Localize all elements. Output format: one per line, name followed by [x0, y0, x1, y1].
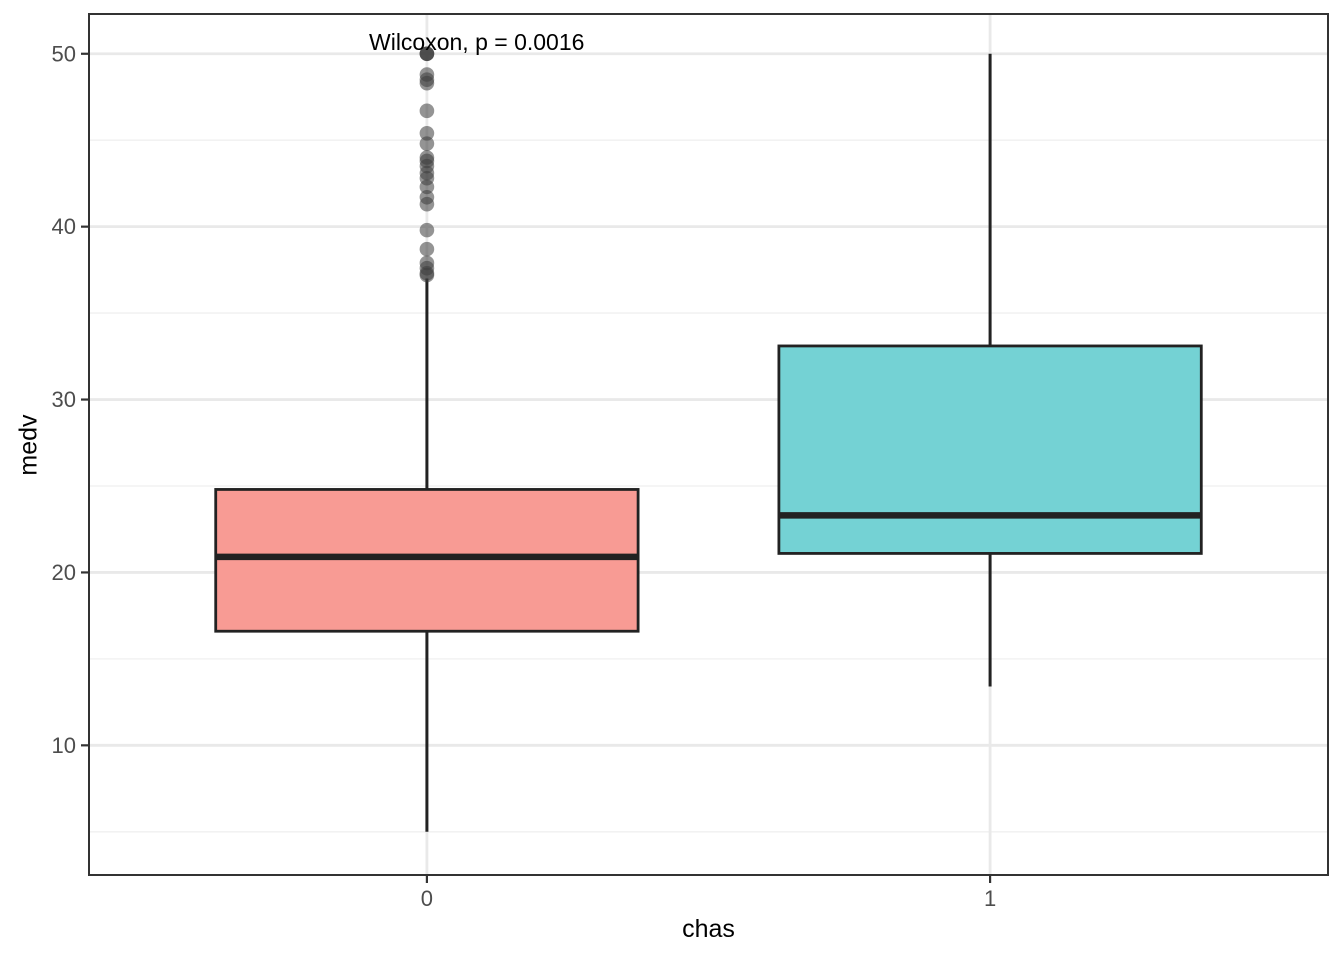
x-tick-label: 0: [421, 886, 433, 911]
box: [214, 488, 640, 633]
x-tick-label: 1: [984, 886, 996, 911]
y-tick-label: 30: [52, 387, 76, 412]
outlier-point: [419, 46, 435, 62]
outlier-point: [419, 196, 435, 212]
panel-border: [88, 13, 1329, 876]
outlier-point: [419, 267, 435, 283]
y-tick-label: 10: [52, 733, 76, 758]
outlier-point: [419, 222, 435, 238]
outlier-point: [419, 75, 435, 91]
stat-annotation: Wilcoxon, p = 0.0016: [369, 29, 585, 55]
y-tick-label: 40: [52, 214, 76, 239]
x-axis-title: chas: [682, 915, 735, 943]
y-tick-label: 20: [52, 560, 76, 585]
outlier-point: [419, 136, 435, 151]
y-tick-label: 50: [52, 41, 76, 66]
outlier-point: [419, 179, 435, 195]
y-axis-title: medv: [14, 414, 43, 476]
outlier-point: [419, 125, 435, 141]
box: [777, 344, 1203, 555]
outlier-point: [419, 103, 435, 119]
outlier-point: [419, 241, 435, 257]
